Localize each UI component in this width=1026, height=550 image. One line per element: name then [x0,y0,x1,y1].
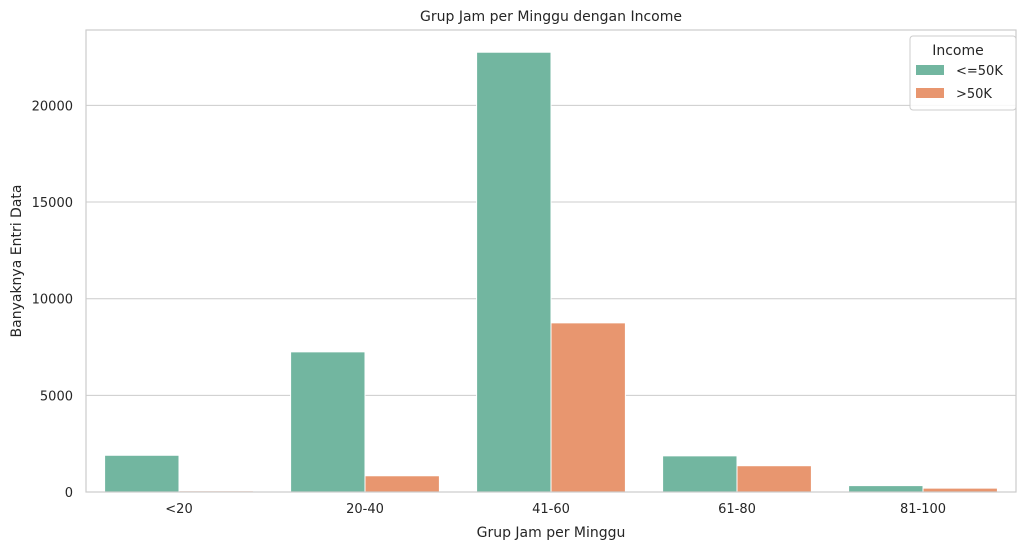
legend-label-gt50k: >50K [956,87,992,102]
bar-gt50k-3 [736,465,812,493]
x-tick-label: 41-60 [532,502,570,517]
bar-le50k-4 [848,485,924,493]
y-tick-label: 20000 [32,99,73,114]
y-axis-ticks: 0 5000 10000 15000 20000 [32,99,73,501]
legend-title: Income [932,43,984,59]
legend-swatch-gt50k [916,88,944,98]
legend-label-le50k: <=50K [956,64,1003,79]
y-tick-label: 15000 [32,196,73,211]
x-tick-label: 20-40 [346,502,384,517]
legend-swatch-le50k [916,65,944,75]
bar-le50k-0 [104,454,180,493]
bars [104,51,998,493]
legend: Income <=50K >50K [909,35,1017,111]
x-axis-label: Grup Jam per Minggu [477,525,626,541]
y-tick-label: 5000 [40,389,73,404]
bar-gt50k-2 [550,322,626,493]
x-tick-label: 81-100 [900,502,946,517]
y-tick-label: 10000 [32,293,73,308]
bar-le50k-1 [290,351,366,493]
x-axis-ticks: <20 20-40 41-60 61-80 81-100 [165,502,946,517]
bar-le50k-3 [662,455,738,493]
chart-title: Grup Jam per Minggu dengan Income [420,9,682,25]
plot-frame [85,29,1017,493]
x-tick-label: 61-80 [718,502,756,517]
x-tick-label: <20 [165,502,192,517]
bar-gt50k-1 [364,475,440,493]
bar-le50k-2 [476,51,552,493]
y-tick-label: 0 [65,486,73,501]
y-axis-label: Banyaknya Entri Data [9,185,25,338]
